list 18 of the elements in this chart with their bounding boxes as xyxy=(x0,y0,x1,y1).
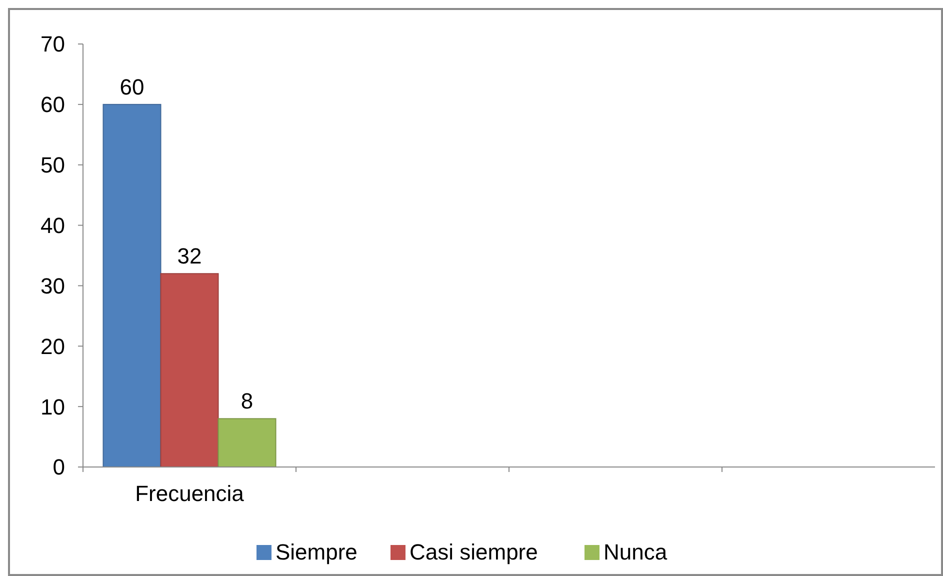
bar xyxy=(102,104,162,468)
y-tick-label: 40 xyxy=(40,212,65,238)
legend-label: Casi siempre xyxy=(410,540,538,565)
y-tick-label: 0 xyxy=(52,454,65,480)
y-tick-label: 50 xyxy=(40,152,65,178)
data-label: 60 xyxy=(120,74,144,100)
data-label: 32 xyxy=(177,244,202,269)
y-tick-label: 20 xyxy=(40,334,65,359)
data-label: 8 xyxy=(240,388,254,414)
y-tick-label: 70 xyxy=(40,32,65,57)
bar xyxy=(218,418,276,468)
legend-label: Nunca xyxy=(604,540,668,565)
y-tick-label: 60 xyxy=(40,92,65,118)
y-tick-label: 10 xyxy=(40,394,65,420)
y-tick-label: 30 xyxy=(40,273,65,298)
legend-label: Siempre xyxy=(276,540,358,565)
bar xyxy=(160,273,219,468)
x-tick-label: Frecuencia xyxy=(135,481,245,506)
